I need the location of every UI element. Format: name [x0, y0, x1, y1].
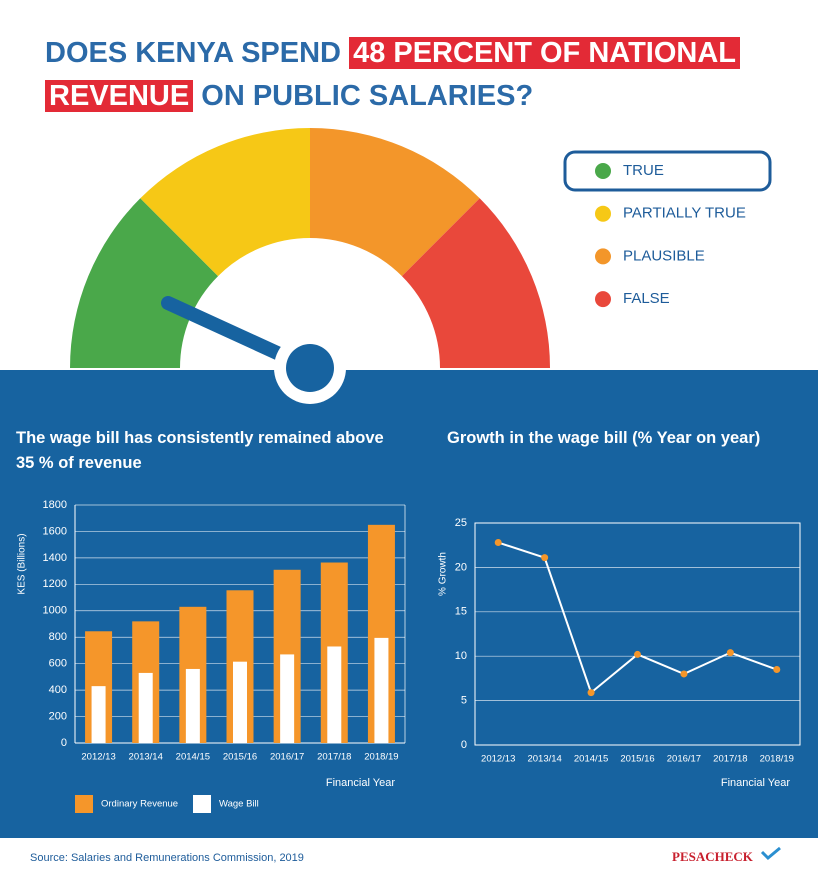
main-title: DOES KENYA SPEND 48 PERCENT OF NATIONAL R…: [45, 32, 765, 118]
x-tick-label: 2012/13: [481, 754, 515, 765]
x-tick-label: 2018/19: [364, 752, 398, 763]
point: [634, 650, 641, 658]
bar: [185, 668, 200, 743]
bar: [138, 672, 153, 743]
x-tick-label: 2015/16: [620, 754, 654, 765]
legend-swatch: [193, 795, 211, 813]
y-tick-label: 15: [455, 606, 467, 618]
legend-label: PLAUSIBLE: [623, 247, 705, 264]
chart-title: Growth in the wage bill (% Year on year): [447, 429, 761, 447]
selected-box: [563, 150, 772, 192]
y-tick-label: 800: [49, 631, 67, 643]
panel: [0, 370, 818, 838]
x-tick-label: 2016/17: [667, 754, 701, 765]
y-tick-label: 25: [455, 517, 467, 529]
point: [587, 689, 595, 697]
point: [494, 539, 502, 547]
title-part: DOES KENYA SPEND: [45, 37, 341, 69]
legend-label: PARTIALLY TRUE: [623, 205, 746, 222]
y-tick-label: 10: [455, 650, 467, 662]
chart-title: The wage bill has consistently remained …: [16, 429, 384, 472]
x-tick-label: 2017/18: [317, 752, 351, 763]
legend-label: FALSE: [623, 290, 670, 307]
gauge-cover: [0, 370, 818, 380]
x-tick-label: 2016/17: [270, 752, 304, 763]
legend-dot: [595, 205, 611, 222]
point: [680, 670, 688, 678]
bar: [374, 637, 389, 743]
y-tick-label: 1200: [43, 578, 67, 590]
legend-dot: [595, 163, 611, 179]
gauge-segment: [310, 128, 480, 277]
point: [726, 649, 734, 657]
x-tick-label: 2014/15: [574, 754, 608, 765]
gauge-segment: [401, 198, 550, 368]
x-tick-label: 2012/13: [81, 752, 115, 763]
plot-frame: [474, 522, 801, 746]
point: [541, 554, 549, 562]
gauge-segment: [140, 128, 310, 277]
x-tick-label: 2015/16: [223, 752, 257, 763]
y-tick-label: 20: [455, 561, 467, 573]
y-tick-label: 200: [49, 710, 67, 722]
x-tick-label: 2014/15: [176, 752, 210, 763]
x-tick-label: 2017/18: [713, 754, 747, 765]
x-tick-label: 2018/19: [760, 754, 794, 765]
logo-check: [760, 846, 781, 861]
y-tick-label: 600: [49, 658, 67, 670]
y-tick-label: 1600: [43, 525, 67, 537]
title-highlight: 48 PERCENT OF NATIONAL: [349, 37, 740, 69]
point: [773, 666, 781, 674]
source: Source: Salaries and Remunerations Commi…: [30, 852, 304, 864]
legend-swatch: [75, 795, 93, 813]
y-tick-label: 0: [61, 737, 67, 749]
legend-label: Wage Bill: [219, 799, 259, 810]
x-tick-label: 2013/14: [129, 752, 163, 763]
bar: [91, 686, 106, 743]
legend-label: TRUE: [623, 162, 664, 179]
y-tick-label: 1000: [43, 605, 67, 617]
y-tick-label: 0: [461, 739, 467, 751]
title-highlight: REVENUE: [45, 80, 194, 112]
gauge: [0, 128, 818, 404]
y-tick-label: 1400: [43, 552, 67, 564]
logo: PESACHECK: [672, 849, 754, 864]
x-axis-label: Financial Year: [721, 777, 790, 789]
x-tick-label: 2013/14: [527, 754, 561, 765]
title-part: ON PUBLIC SALARIES?: [201, 80, 534, 112]
y-tick-label: 5: [461, 695, 467, 707]
y-axis-label: KES (Billions): [17, 533, 28, 594]
y-tick-label: 400: [49, 684, 67, 696]
bar: [327, 646, 342, 743]
bar: [233, 661, 247, 743]
y-axis-label: % Growth: [438, 552, 449, 596]
legend-dot: [595, 291, 611, 308]
y-tick-label: 1800: [43, 499, 67, 511]
x-axis-label: Financial Year: [326, 777, 395, 789]
legend-dot: [595, 248, 611, 265]
bar: [280, 654, 295, 743]
needle-hub: [286, 344, 334, 392]
legend-label: Ordinary Revenue: [101, 799, 178, 810]
gauge-segment: [70, 198, 219, 368]
